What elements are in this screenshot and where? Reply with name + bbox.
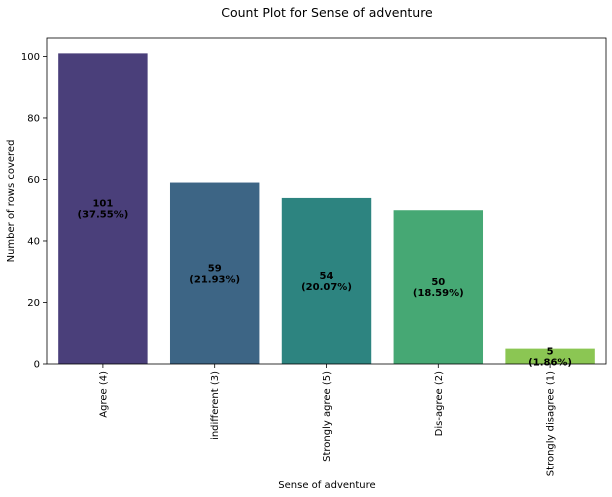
bar-percent-label: (18.59%) bbox=[413, 288, 464, 299]
bar-count-label: 5 bbox=[547, 346, 554, 357]
y-tick-label: 60 bbox=[27, 175, 40, 186]
chart-title: Count Plot for Sense of adventure bbox=[221, 5, 433, 20]
bar-percent-label: (1.86%) bbox=[528, 357, 572, 368]
x-tick-label: Dis-agree (2) bbox=[434, 371, 445, 436]
plot-frame bbox=[46, 37, 607, 365]
x-tick-label: Strongly agree (5) bbox=[322, 371, 333, 462]
bar bbox=[393, 210, 484, 364]
bar bbox=[281, 197, 372, 364]
bar-count-label: 59 bbox=[208, 263, 222, 274]
bar bbox=[505, 348, 595, 364]
bar-percent-label: (20.07%) bbox=[301, 282, 352, 293]
y-axis-label: Number of rows covered bbox=[6, 140, 17, 263]
bar bbox=[58, 53, 148, 365]
bar-percent-label: (37.55%) bbox=[78, 210, 129, 221]
bar-count-label: 50 bbox=[431, 277, 445, 288]
y-tick-label: 40 bbox=[27, 236, 40, 247]
bar-count-label: 101 bbox=[92, 199, 113, 210]
y-tick-label: 0 bbox=[34, 360, 40, 371]
y-tick-label: 80 bbox=[27, 113, 40, 124]
bar-percent-label: (21.93%) bbox=[189, 274, 240, 285]
plot-area: 0 20 40 60 80 100 Agree (4) 101(37.55%) indiffer… bbox=[21, 52, 595, 476]
x-axis-label: Sense of adventure bbox=[278, 480, 375, 491]
bar-count-label: 54 bbox=[320, 271, 334, 282]
bar bbox=[169, 182, 260, 364]
x-tick-label: indifferent (3) bbox=[210, 371, 221, 440]
x-tick-label: Strongly disagree (1) bbox=[546, 371, 557, 476]
x-tick-label: Agree (4) bbox=[98, 371, 109, 418]
y-tick-label: 100 bbox=[21, 52, 40, 63]
y-tick-label: 20 bbox=[27, 298, 40, 309]
